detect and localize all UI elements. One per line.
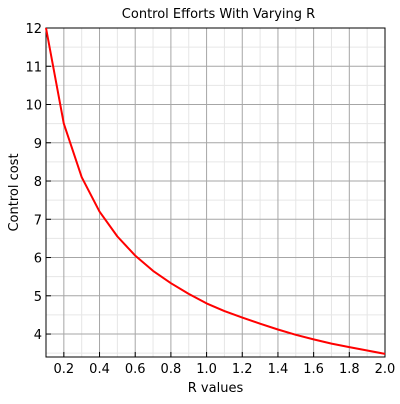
series-point (45, 27, 46, 28)
series-point (295, 334, 296, 335)
y-tick-label: 9 (34, 137, 42, 152)
y-tick-label: 12 (25, 22, 42, 37)
chart-title: Control Efforts With Varying R (122, 7, 315, 22)
x-tick-label: 1.8 (339, 362, 360, 377)
series-point (260, 323, 261, 324)
series-layer (45, 27, 386, 355)
x-tick-label: 1.6 (303, 362, 324, 377)
series-point (277, 329, 278, 330)
series-point (170, 283, 171, 284)
axis-ticks (46, 27, 386, 357)
x-tick-label: 1.2 (232, 362, 253, 377)
y-tick-label: 11 (25, 60, 42, 75)
series-point (206, 303, 207, 304)
series-point (224, 310, 225, 311)
y-tick-label: 7 (34, 213, 42, 228)
y-tick-label: 8 (34, 175, 42, 190)
y-tick-label: 4 (34, 328, 42, 343)
series-point (384, 353, 385, 354)
y-tick-label: 10 (25, 99, 42, 114)
y-tick-labels: 4 5 6 7 8 9 10 11 12 (25, 22, 42, 343)
series-point (313, 339, 314, 340)
series-point (99, 211, 100, 212)
series-point (188, 293, 189, 294)
major-grid (46, 28, 385, 357)
x-tick-label: 0.4 (89, 362, 110, 377)
minor-grid (46, 28, 385, 357)
series-point (242, 317, 243, 318)
x-tick-label: 1.0 (196, 362, 217, 377)
x-tick-label: 2.0 (375, 362, 396, 377)
series-point (63, 123, 64, 124)
y-axis-label: Control cost (7, 153, 22, 231)
series-point (331, 343, 332, 344)
x-tick-label: 0.6 (125, 362, 146, 377)
x-tick-labels: 0.2 0.4 0.6 0.8 1.0 1.2 1.4 1.6 1.8 2.0 (53, 362, 395, 377)
series-point (152, 270, 153, 271)
x-axis-label: R values (188, 381, 244, 396)
series-point (81, 177, 82, 178)
plot-frame (45, 27, 386, 358)
series-point (367, 350, 368, 351)
series-line-0 (45, 27, 386, 355)
y-tick-label: 6 (34, 252, 42, 267)
x-tick-label: 0.2 (53, 362, 74, 377)
series-point (349, 346, 350, 347)
x-tick-label: 1.4 (268, 362, 289, 377)
x-tick-label: 0.8 (161, 362, 182, 377)
series-point (135, 255, 136, 256)
series-point (117, 236, 118, 237)
y-tick-label: 5 (34, 290, 42, 305)
